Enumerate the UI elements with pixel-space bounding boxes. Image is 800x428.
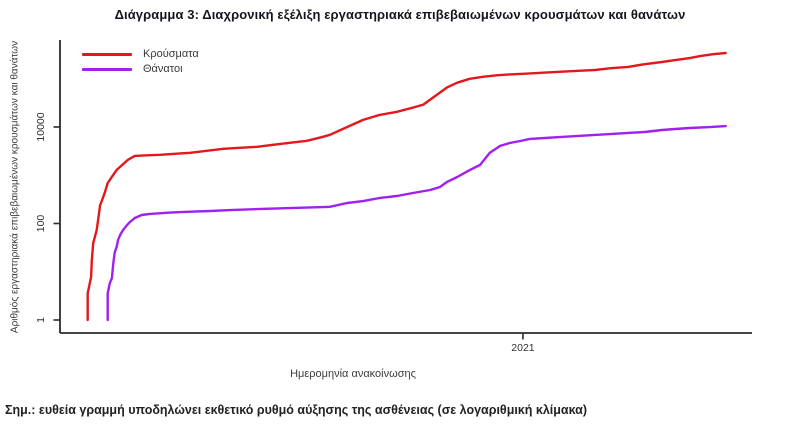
footnote: Σημ.: ευθεία γραμμή υποδηλώνει εκθετικό … [5,403,588,417]
x-axis-title: Ημερομηνία ανακοίνωσης [290,368,416,380]
legend-item-deaths: Θάνατοι [82,62,199,77]
legend-label-deaths: Θάνατοι [143,63,183,75]
legend-label-cases: Κρούσματα [143,48,199,60]
y-axis-title: Αριθμός εργαστηριακά επιβεβαιωμένων κρου… [9,40,21,334]
y-tick-label: 1 [35,317,47,323]
x-tick-label: 2021 [511,342,535,354]
legend: Κρούσματα Θάνατοι [82,47,199,77]
chart-title: Διάγραμμα 3: Διαχρονική εξέλιξη εργαστηρ… [114,7,686,22]
deaths-line-swatch [82,68,132,71]
y-tick-label: 10000 [35,112,47,141]
cases-line [86,51,727,322]
y-tick-label: 100 [35,215,47,233]
legend-item-cases: Κρούσματα [82,47,199,62]
cases-line-swatch [82,53,132,56]
deaths-line [106,124,727,322]
